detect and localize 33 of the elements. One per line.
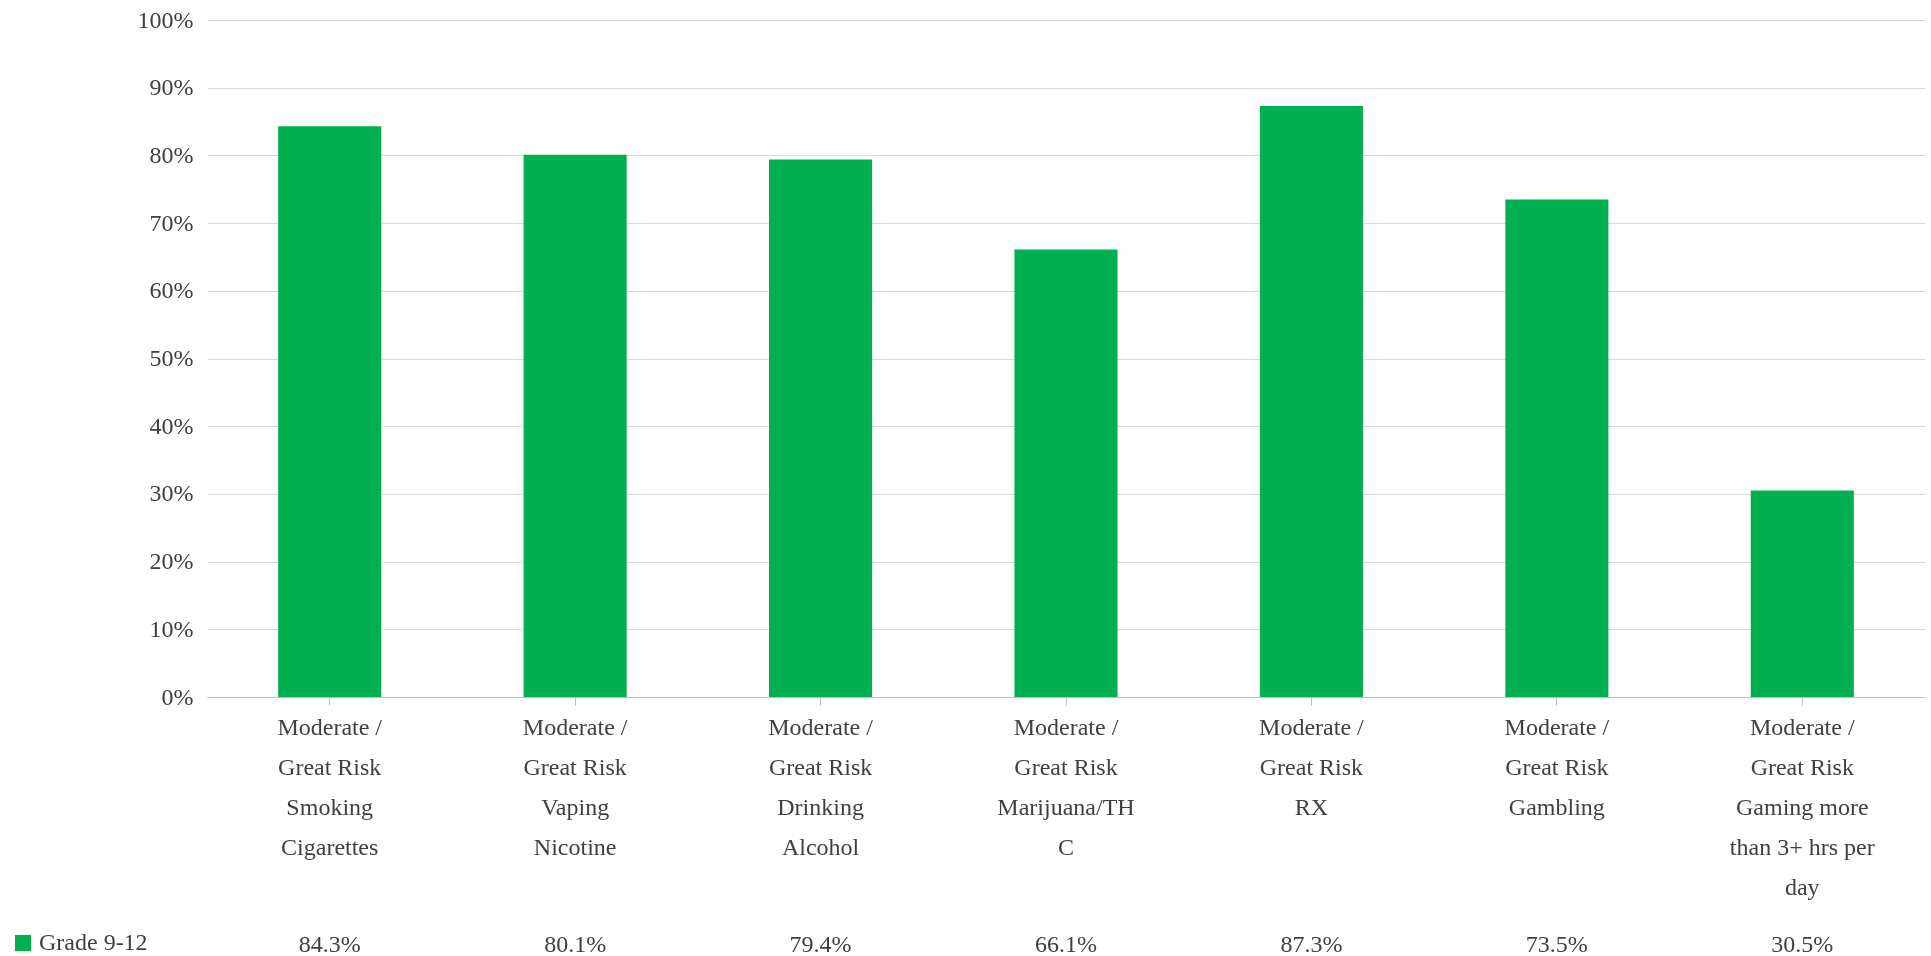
data-label: 66.1% [1035, 931, 1097, 956]
y-tick-label: 50% [149, 345, 194, 371]
x-tick-label: Moderate / Great Risk Marijuana/TH C [997, 713, 1135, 860]
bar [1750, 490, 1854, 697]
data-label: 79.4% [789, 931, 852, 956]
x-tick-label: Moderate / Great Risk Vaping Nicotine [522, 713, 628, 860]
y-tick-label: 70% [149, 209, 194, 236]
bar [1259, 105, 1363, 697]
y-tick-label: 30% [149, 480, 194, 507]
y-tick-label: 90% [149, 74, 194, 101]
data-label: 73.5% [1525, 931, 1588, 956]
data-label: 87.3% [1280, 931, 1343, 956]
y-tick-label: 20% [149, 548, 194, 575]
y-tick-label: 60% [149, 277, 194, 304]
x-tick-label: Moderate / Great Risk Gaming more than 3+ hrs per day [1729, 713, 1875, 900]
y-tick-label: 80% [149, 141, 194, 168]
data-label: 80.1% [544, 931, 607, 956]
x-tick-label: Moderate / Great Risk Gambling [1504, 713, 1610, 820]
y-tick-label: 0% [161, 683, 194, 710]
x-tick-label: Moderate / Great Risk Smoking Cigarettes [277, 713, 383, 860]
bar [523, 154, 627, 697]
data-label: 30.5% [1771, 931, 1834, 956]
x-tick-label: Moderate / Great Risk Drinking Alcohol [768, 713, 874, 860]
data-label: 84.3% [298, 931, 361, 956]
bar [278, 126, 382, 697]
bar [769, 159, 873, 697]
x-tick-label: Moderate / Great Risk RX [1259, 713, 1365, 820]
bar [1014, 249, 1118, 697]
y-tick-label: 10% [149, 615, 194, 642]
y-tick-label: 40% [149, 412, 194, 439]
y-tick-label: 100% [137, 6, 194, 33]
legend-label: Grade 9-12 [39, 929, 148, 955]
bar [1505, 199, 1609, 697]
